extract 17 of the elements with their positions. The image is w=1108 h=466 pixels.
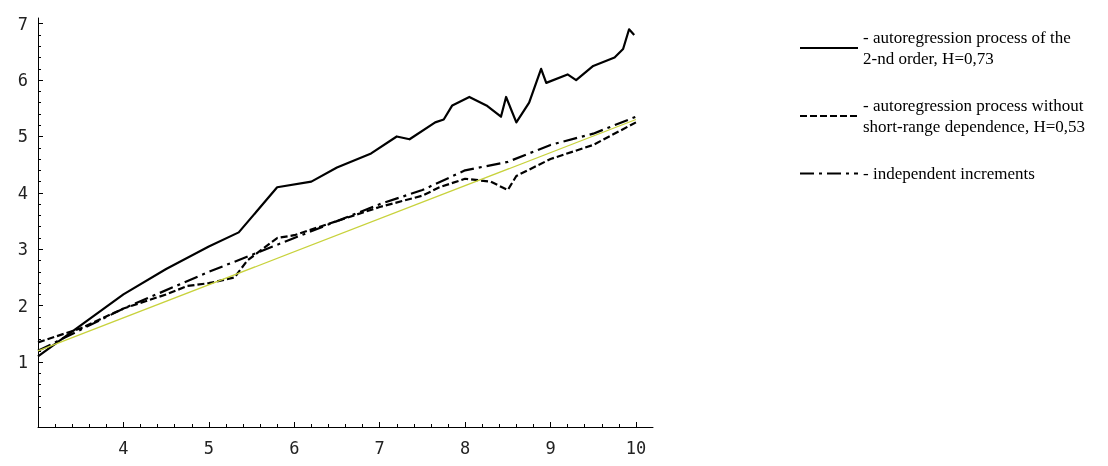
y-tick-label: 5 <box>17 126 28 147</box>
x-tick-label: 7 <box>374 437 385 458</box>
x-tick-label: 10 <box>625 437 647 458</box>
y-tick-label: 6 <box>17 70 28 91</box>
x-tick-label: 6 <box>289 437 300 458</box>
legend-label: - autoregression process of the 2-nd order, H=0,73 <box>863 28 1075 68</box>
y-tick-label: 1 <box>17 352 28 373</box>
x-tick-label: 9 <box>545 437 556 458</box>
x-tick-label: 8 <box>459 437 471 458</box>
x-tick-label: 4 <box>118 437 129 458</box>
y-tick-label: 7 <box>17 13 28 34</box>
y-tick-label: 4 <box>17 182 28 203</box>
y-tick-label: 3 <box>17 239 28 260</box>
y-tick-label: 2 <box>17 295 28 316</box>
legend-label: - independent increments <box>863 164 1035 183</box>
legend-label: - autoregression process without short-range dependence, H=0,53 <box>863 96 1088 136</box>
x-tick-label: 5 <box>203 437 214 458</box>
